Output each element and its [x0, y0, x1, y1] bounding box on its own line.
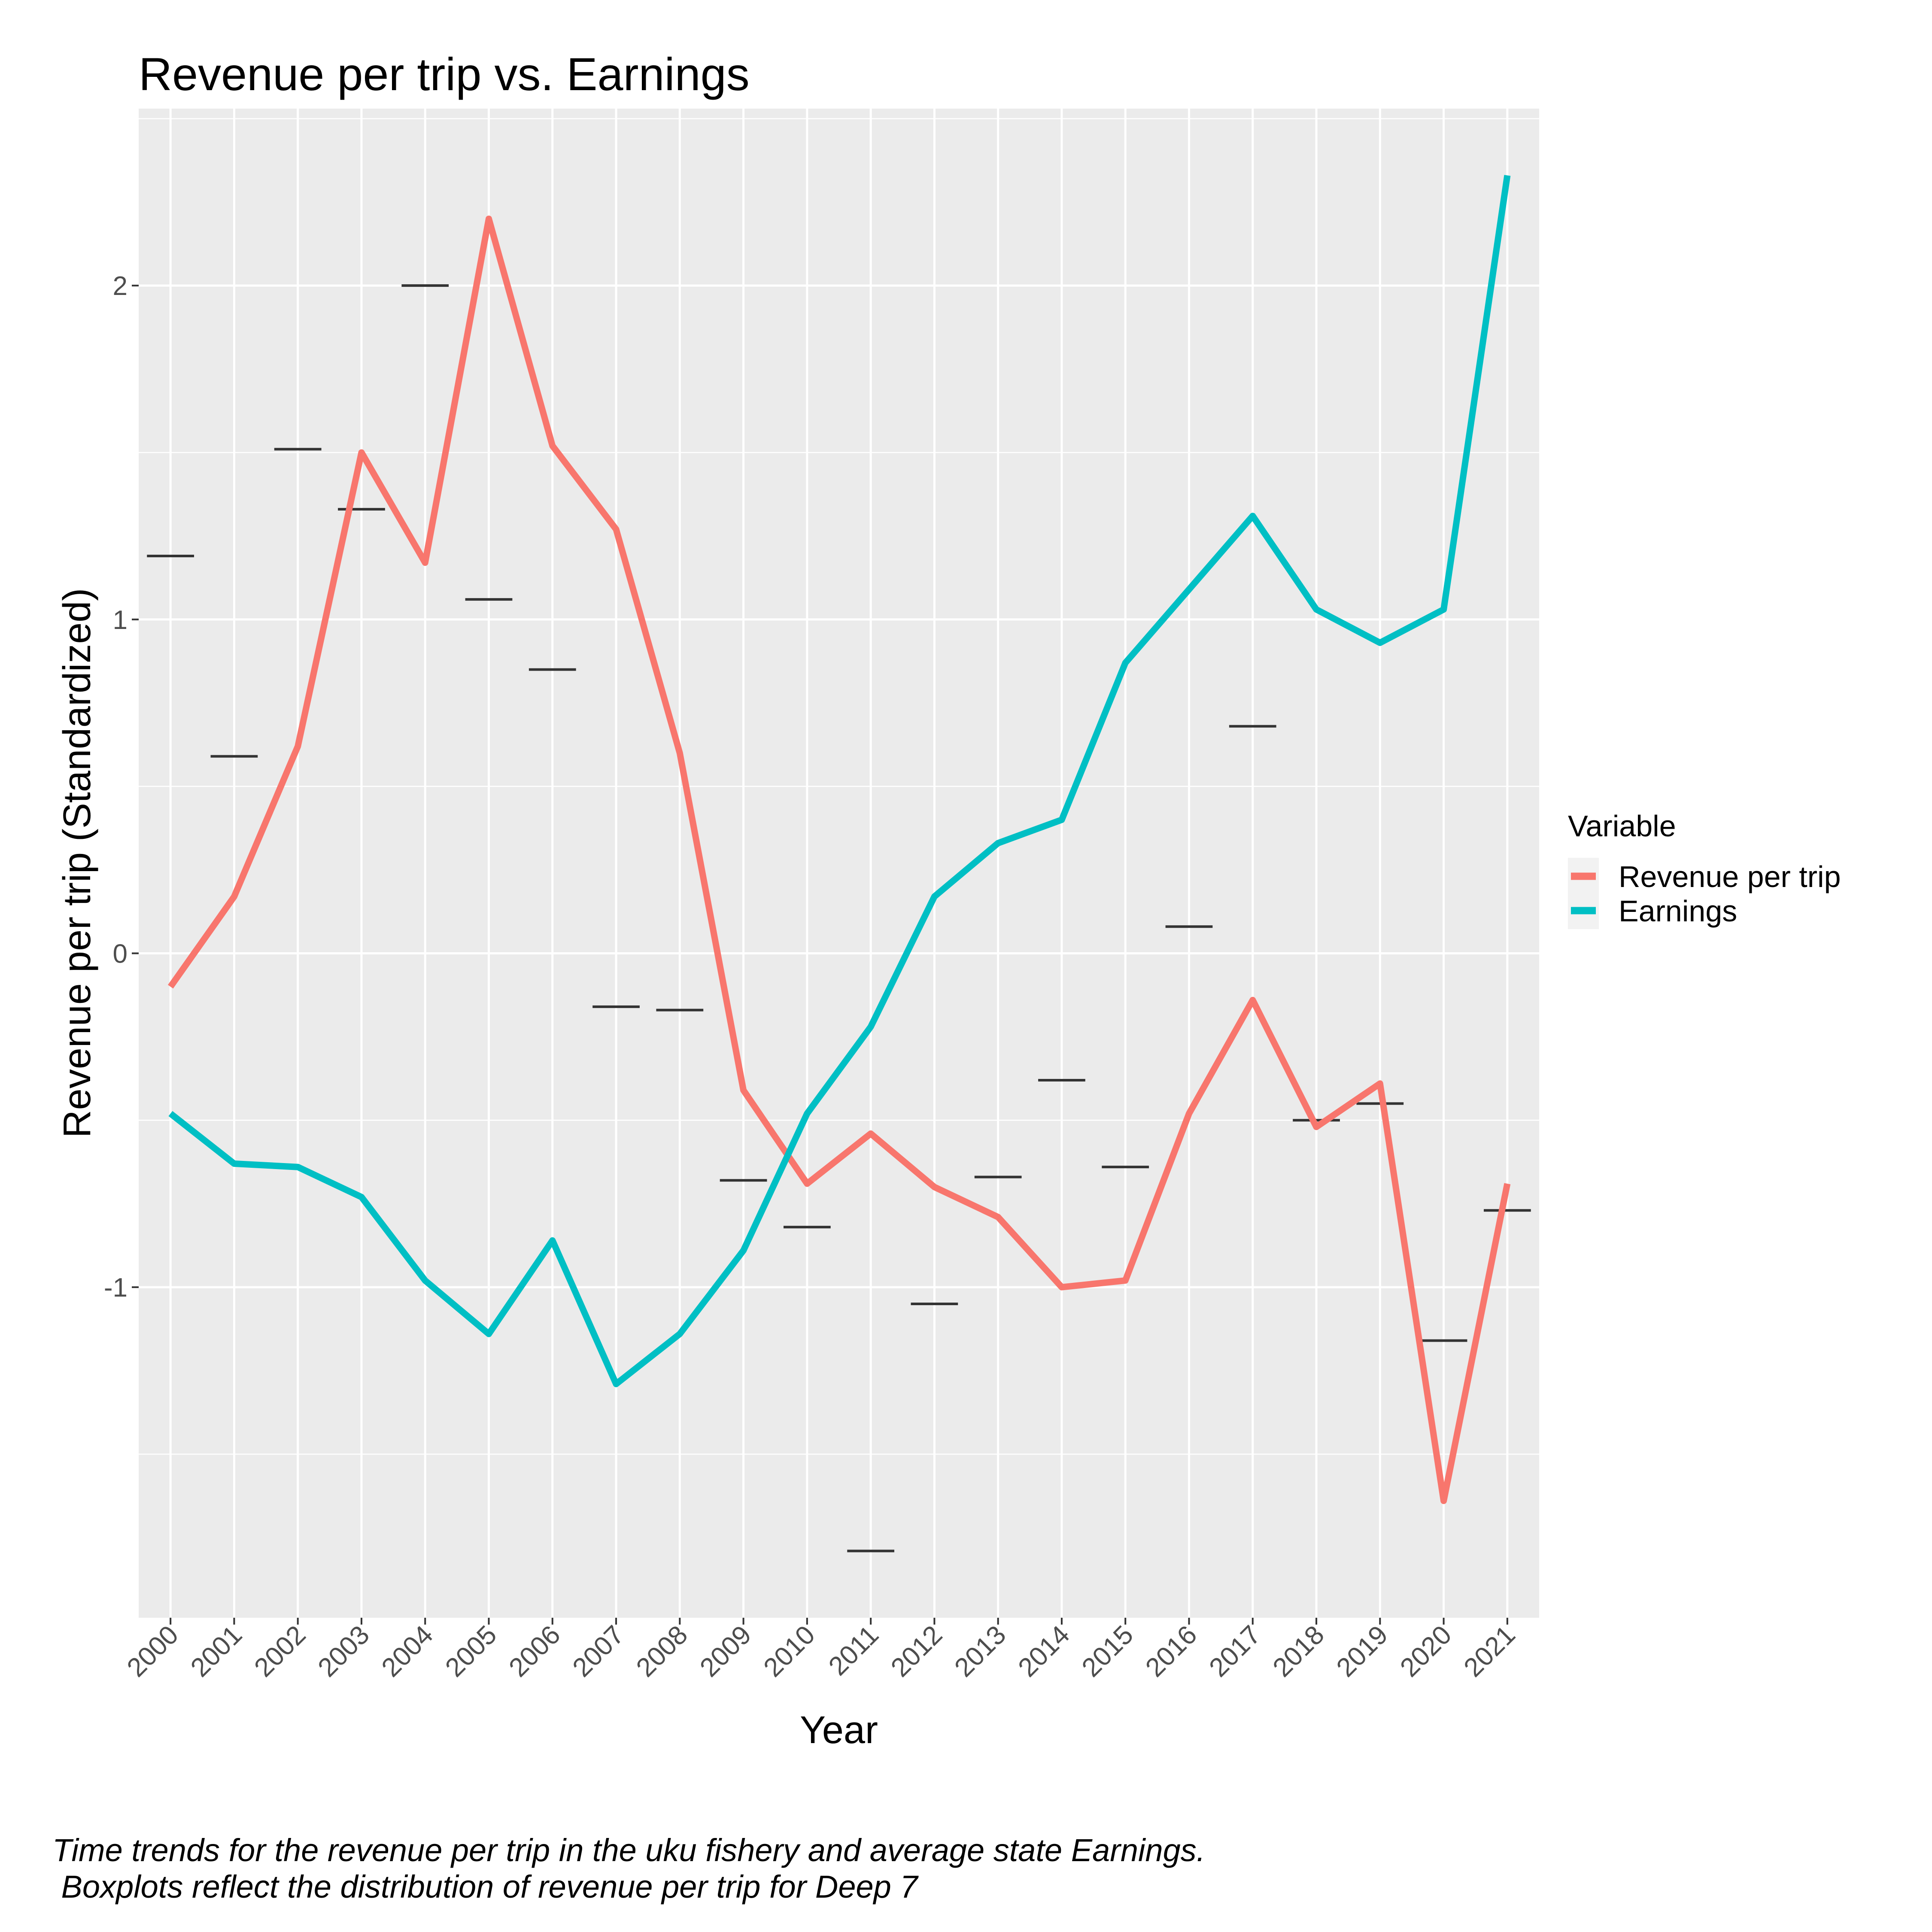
plot-panel [139, 109, 1539, 1618]
x-tick-label: 2010 [758, 1620, 820, 1683]
series-line-1 [168, 175, 1511, 1388]
y-tick-label: 2 [113, 271, 128, 301]
x-tick-label: 2008 [631, 1620, 693, 1683]
x-tick-label: 2015 [1076, 1620, 1139, 1683]
y-tick-label: 0 [113, 939, 128, 969]
x-axis: 2000 2001 2002 2003 2004 2005 2006 2007 2008 2009… [122, 1618, 1521, 1683]
caption-line-2: Boxplots reflect the distribution of rev… [52, 1869, 919, 1905]
x-tick-label: 2013 [949, 1620, 1012, 1683]
x-tick-label: 2009 [694, 1620, 757, 1683]
y-axis: -1 0 1 2 [104, 271, 139, 1303]
caption: Time trends for the revenue per trip in … [52, 1832, 1205, 1905]
series-line-0 [167, 216, 1511, 1504]
x-tick-label: 2000 [122, 1620, 184, 1683]
caption-line-1: Time trends for the revenue per trip in … [52, 1832, 1205, 1868]
legend-key-background [1568, 858, 1599, 929]
x-tick-label: 2002 [249, 1620, 311, 1683]
x-tick-label: 2021 [1458, 1620, 1521, 1683]
x-tick-label: 2007 [567, 1620, 630, 1683]
x-tick-label: 2003 [313, 1620, 375, 1683]
y-axis-title: Revenue per trip (Standardized) [56, 588, 99, 1138]
x-tick-label: 2011 [823, 1620, 884, 1681]
x-tick-label: 2014 [1013, 1620, 1075, 1683]
y-tick-label: 1 [113, 605, 128, 635]
x-tick-label: 2001 [185, 1620, 248, 1683]
x-tick-label: 2018 [1267, 1620, 1330, 1683]
y-tick-label: -1 [104, 1273, 128, 1303]
x-tick-label: 2004 [376, 1620, 439, 1683]
x-tick-label: 2019 [1331, 1620, 1394, 1683]
legend-title: Variable [1568, 809, 1676, 843]
x-tick-label: 2012 [885, 1620, 948, 1683]
x-tick-label: 2017 [1203, 1620, 1266, 1683]
x-tick-label: 2006 [503, 1620, 566, 1683]
x-tick-label: 2020 [1394, 1620, 1457, 1683]
x-axis-title: Year [800, 1709, 878, 1752]
chart-title: Revenue per trip vs. Earnings [139, 48, 750, 100]
x-tick-label: 2016 [1140, 1620, 1203, 1683]
grid-major [139, 109, 1539, 1618]
legend-label-earnings: Earnings [1619, 894, 1737, 928]
series-lines [167, 175, 1511, 1504]
legend-label-revenue: Revenue per trip [1619, 860, 1841, 893]
x-tick-label: 2005 [440, 1620, 502, 1683]
legend: Variable Revenue per trip Earnings [1568, 809, 1841, 929]
